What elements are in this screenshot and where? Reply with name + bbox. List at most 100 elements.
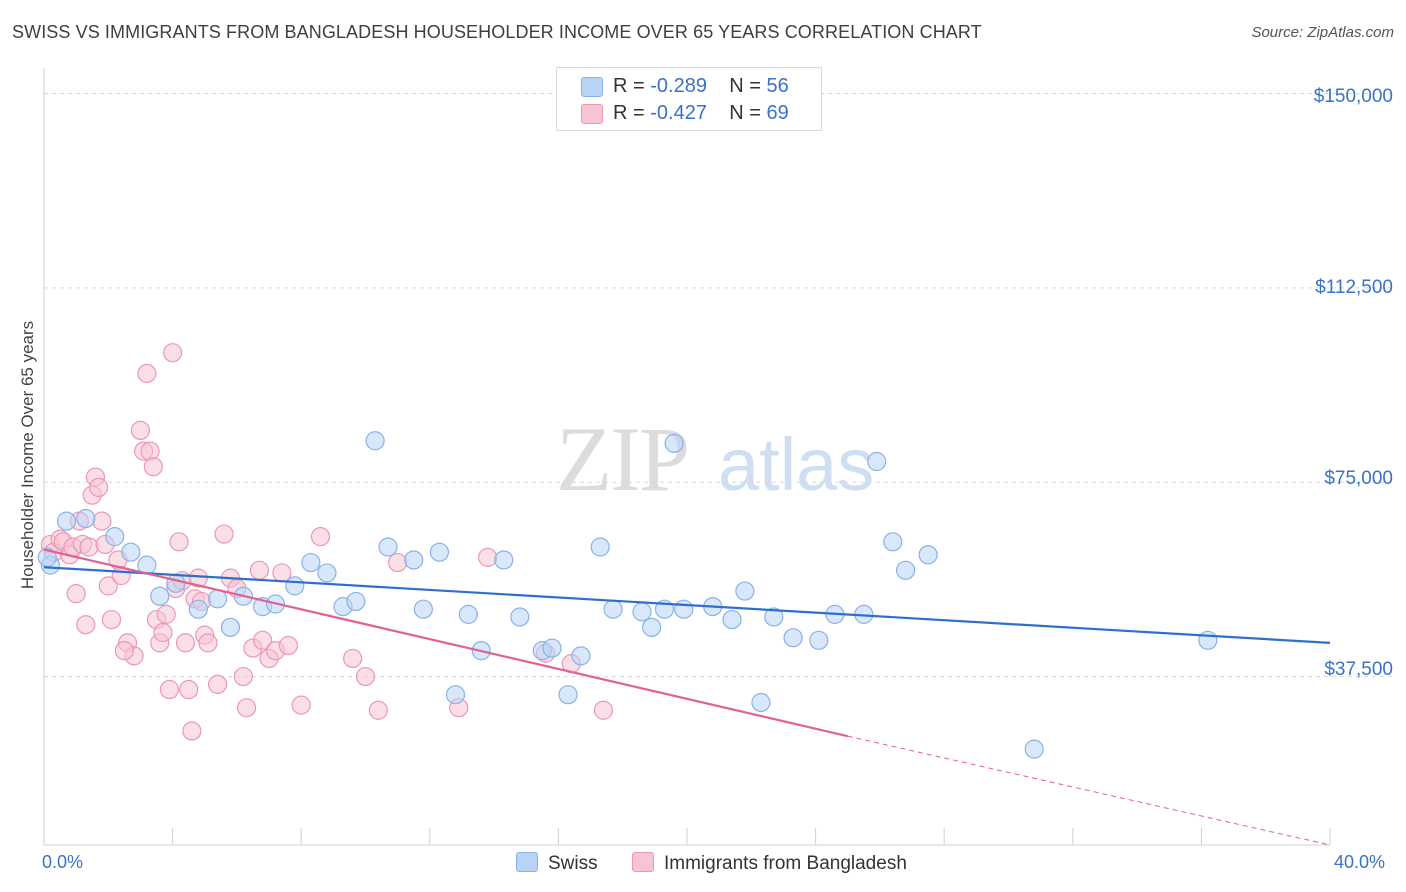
bangla-point-65	[593, 700, 614, 720]
bangla-point-43	[214, 524, 234, 544]
swiss-point-23	[429, 542, 450, 562]
swiss-point-42	[735, 581, 755, 601]
swiss-point-32	[571, 646, 591, 666]
bangla-point-11	[89, 477, 109, 498]
swiss-point-30	[542, 638, 562, 658]
bangla-point-50	[253, 630, 273, 650]
swiss-point-4	[121, 542, 141, 562]
swiss-point-2	[76, 508, 96, 529]
bangla-point-27	[153, 622, 173, 643]
swiss-point-8	[188, 599, 208, 619]
bangla-r-label: R =	[613, 102, 651, 124]
swiss-point-52	[918, 545, 938, 565]
swiss-point-15	[301, 552, 321, 573]
bangla-point-60	[388, 552, 408, 573]
bangla-point-12	[92, 511, 112, 531]
bangla-point-47	[236, 698, 257, 718]
bangla-swatch	[581, 104, 603, 124]
legend-bangla-label: Immigrants from Bangladesh	[664, 853, 907, 874]
bangla-point-36	[182, 721, 202, 741]
watermark-atlas: atlas	[718, 423, 874, 506]
bangla-point-20	[130, 420, 151, 441]
swiss-point-14	[285, 576, 305, 596]
swiss-point-36	[642, 617, 662, 637]
y-tick-label-150000: $150,000	[1313, 86, 1393, 107]
chart-title: SWISS VS IMMIGRANTS FROM BANGLADESH HOUS…	[12, 22, 982, 42]
swiss-point-3	[105, 527, 125, 547]
swiss-point-25	[458, 604, 478, 624]
bangla-point-38	[188, 568, 208, 588]
correlation-stats-box: R = -0.289 N = 56 R = -0.427 N = 69	[556, 67, 822, 131]
swiss-n-value: 56	[766, 75, 789, 97]
bangla-point-59	[368, 700, 388, 720]
swiss-point-46	[809, 630, 829, 650]
bangla-point-34	[175, 633, 196, 653]
bangla-point-22	[137, 363, 157, 383]
swiss-point-27	[494, 550, 514, 570]
bangla-point-23	[140, 441, 160, 461]
swiss-point-33	[590, 537, 610, 557]
bangla-point-29	[159, 679, 179, 700]
swiss-point-6	[150, 586, 170, 606]
y-tick-label-37500: $37,500	[1324, 659, 1393, 680]
bangla-point-24	[143, 457, 163, 477]
swiss-point-39	[674, 599, 694, 619]
bangla-point-32	[169, 532, 189, 552]
swiss-point-50	[883, 532, 903, 552]
bangla-series	[40, 343, 614, 741]
bangla-trend-line	[43, 548, 848, 738]
swiss-point-22	[413, 599, 433, 619]
bangla-point-55	[291, 695, 311, 715]
axes	[43, 68, 1331, 846]
swiss-point-24	[445, 685, 466, 705]
swiss-series	[37, 431, 1218, 759]
swiss-swatch	[581, 77, 603, 97]
chart-source: Source: ZipAtlas.com	[1251, 24, 1394, 41]
x-tick-label-min: 0.0%	[42, 852, 84, 872]
bangla-point-8	[79, 537, 99, 557]
swiss-point-54	[1198, 630, 1218, 650]
swiss-point-9	[208, 589, 228, 609]
legend-swiss-swatch	[516, 852, 538, 872]
bangla-point-67	[76, 615, 96, 635]
bangla-point-57	[343, 648, 363, 669]
swiss-point-16	[317, 563, 337, 583]
swiss-r-label: R =	[613, 75, 651, 97]
bangla-point-62	[478, 547, 498, 567]
swiss-point-1	[56, 511, 77, 531]
bangla-n-label: N =	[729, 102, 767, 124]
swiss-point-10	[220, 617, 241, 637]
swiss-point-31	[558, 685, 578, 705]
legend-swiss-label: Swiss	[548, 853, 598, 874]
bangla-point-46	[233, 666, 253, 687]
swiss-point-53	[1024, 739, 1044, 759]
y-tick-label-112500: $112,500	[1315, 277, 1393, 298]
bangla-point-42	[208, 674, 228, 694]
swiss-point-20	[378, 537, 398, 557]
swiss-point-7	[166, 573, 186, 593]
bangla-point-28	[156, 604, 176, 624]
bangla-point-56	[310, 527, 331, 547]
swiss-point-38	[664, 433, 684, 453]
bangla-n-value: 69	[766, 102, 789, 124]
bangla-point-35	[179, 679, 199, 700]
y-tick-label-75000: $75,000	[1324, 468, 1393, 489]
swiss-point-21	[404, 550, 424, 570]
bangla-point-30	[163, 343, 183, 363]
swiss-point-43	[751, 692, 771, 713]
swiss-point-41	[722, 609, 742, 630]
legend-bangla-swatch	[632, 852, 654, 872]
swiss-point-35	[632, 602, 652, 622]
swiss-point-49	[867, 451, 887, 472]
swiss-trend-line	[43, 566, 1331, 644]
legend-item-bangla[interactable]: Immigrants from Bangladesh	[632, 852, 907, 875]
legend-item-swiss[interactable]: Swiss	[516, 852, 598, 875]
swiss-n-label: N =	[729, 75, 767, 97]
swiss-point-45	[783, 628, 803, 648]
bangla-point-68	[114, 641, 134, 661]
swiss-point-19	[365, 431, 385, 451]
bangla-point-41	[198, 633, 218, 653]
swiss-point-44	[764, 607, 784, 627]
bangla-point-15	[101, 609, 122, 630]
